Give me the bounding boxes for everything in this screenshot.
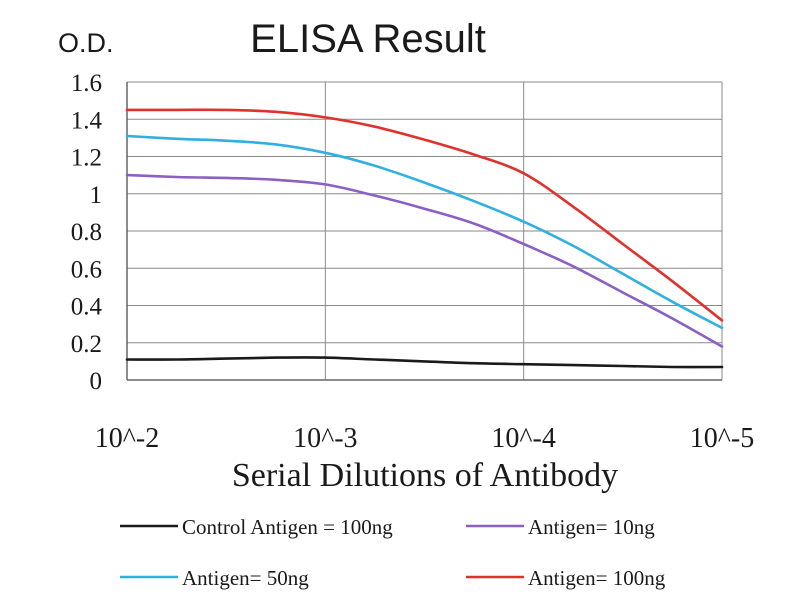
chart-title: ELISA Result bbox=[250, 17, 486, 61]
legend-item-control: Control Antigen = 100ng bbox=[120, 515, 393, 539]
x-tick-label: 10^-4 bbox=[491, 423, 555, 454]
series-line-3 bbox=[125, 108, 724, 322]
y-tick-label: 0.2 bbox=[71, 331, 102, 358]
tick-label-layer: 0 0.2 0.4 0.6 0.8 1 1.2 1.4 1.6 10^-2 10^-3 10^-4 10… bbox=[71, 70, 754, 454]
y-tick-label: 1.6 bbox=[71, 70, 102, 97]
grid-layer bbox=[126, 81, 723, 381]
legend-item-antigen-50ng: Antigen= 50ng bbox=[120, 566, 309, 590]
x-axis-label: Serial Dilutions of Antibody bbox=[232, 457, 618, 494]
legend-label-antigen-10ng: Antigen= 10ng bbox=[528, 515, 655, 539]
y-tick-label: 1.2 bbox=[71, 145, 102, 172]
series-line-0 bbox=[125, 356, 724, 369]
series-line-1 bbox=[125, 173, 724, 348]
legend-label-control: Control Antigen = 100ng bbox=[182, 515, 393, 539]
y-tick-label: 0.8 bbox=[71, 219, 102, 246]
y-tick-label: 0.4 bbox=[71, 294, 103, 321]
series-layer bbox=[125, 108, 724, 369]
x-tick-label: 10^-5 bbox=[690, 423, 754, 454]
y-tick-label: 0.6 bbox=[71, 256, 102, 283]
legend-label-antigen-100ng: Antigen= 100ng bbox=[528, 566, 666, 590]
y-tick-label: 0 bbox=[90, 368, 103, 395]
y-tick-label: 1 bbox=[90, 182, 103, 209]
series-line-2 bbox=[125, 134, 724, 330]
y-tick-label: 1.4 bbox=[71, 107, 103, 134]
x-tick-label: 10^-2 bbox=[95, 423, 159, 454]
x-tick-label: 10^-3 bbox=[293, 423, 357, 454]
legend: Control Antigen = 100ng Antigen= 10ng An… bbox=[120, 515, 666, 590]
legend-label-antigen-50ng: Antigen= 50ng bbox=[182, 566, 309, 590]
legend-item-antigen-10ng: Antigen= 10ng bbox=[466, 515, 655, 539]
legend-item-antigen-100ng: Antigen= 100ng bbox=[466, 566, 666, 590]
y-axis-label: O.D. bbox=[58, 28, 114, 58]
